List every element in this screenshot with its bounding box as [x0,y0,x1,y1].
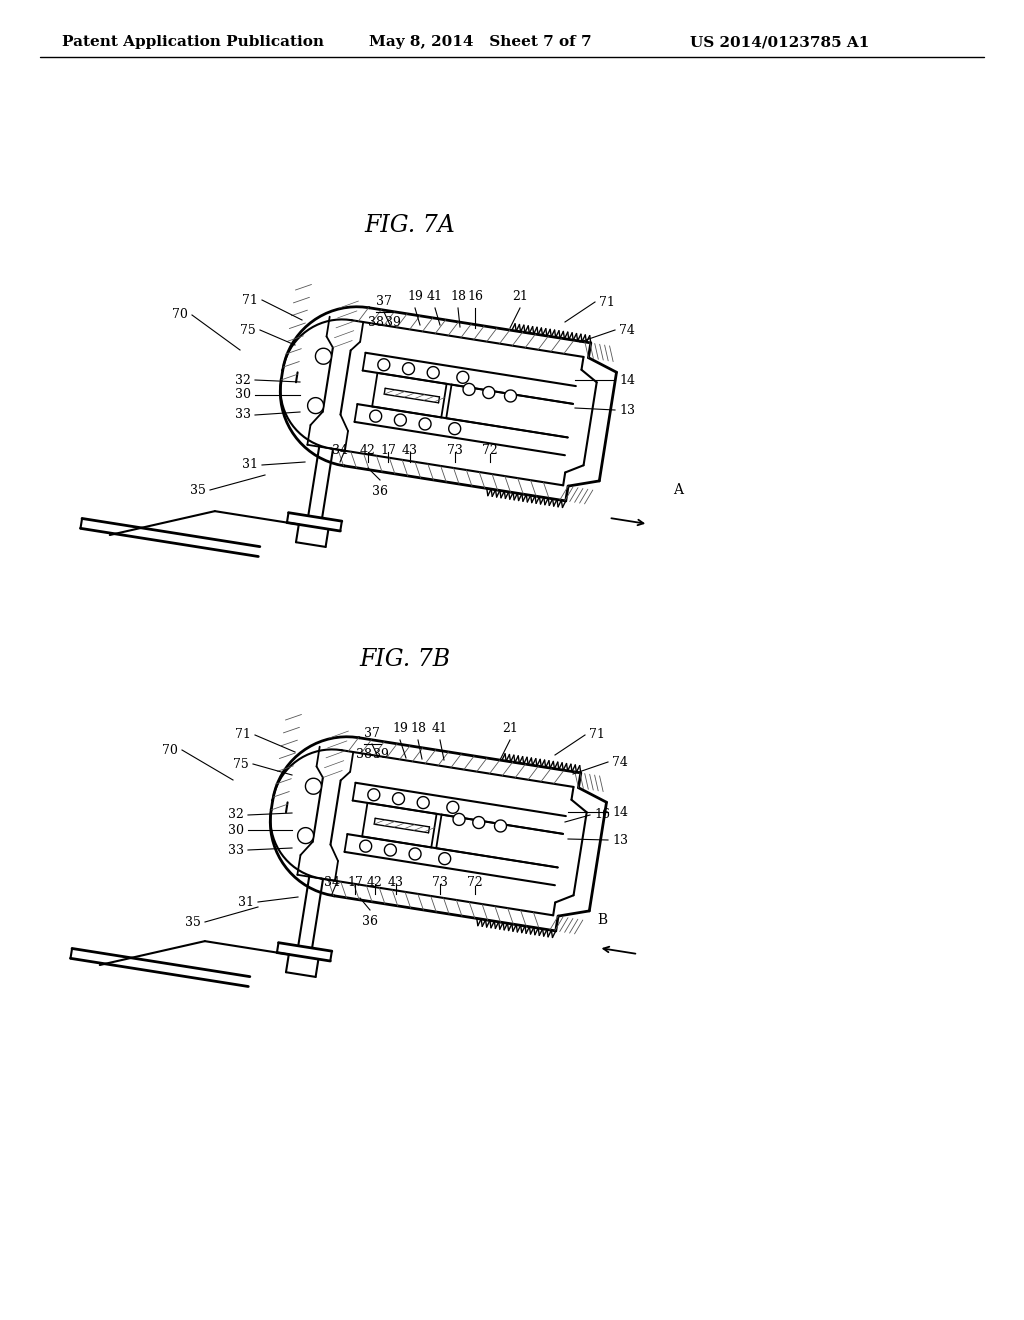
Text: 73: 73 [447,444,463,457]
Polygon shape [384,843,396,857]
Text: 21: 21 [502,722,518,735]
Polygon shape [368,789,380,801]
Text: FIG. 7A: FIG. 7A [365,214,456,236]
Polygon shape [457,371,469,383]
Text: 17: 17 [347,876,362,888]
Text: FIG. 7B: FIG. 7B [359,648,451,672]
Text: 35: 35 [190,483,206,496]
Polygon shape [495,820,507,832]
Text: 34: 34 [324,876,340,888]
Text: 71: 71 [599,296,614,309]
Text: 43: 43 [402,444,418,457]
Text: 70: 70 [172,309,188,322]
Polygon shape [482,387,495,399]
Text: 71: 71 [236,729,251,742]
Text: 14: 14 [612,805,628,818]
Polygon shape [417,796,429,809]
Polygon shape [305,779,322,795]
Polygon shape [298,828,313,843]
Text: A: A [673,483,683,498]
Polygon shape [370,411,382,422]
Text: 37: 37 [376,294,392,308]
Text: 39: 39 [373,748,389,762]
Text: 33: 33 [228,843,244,857]
Text: 14: 14 [618,374,635,387]
Text: Patent Application Publication: Patent Application Publication [62,36,324,49]
Polygon shape [359,840,372,853]
Text: 74: 74 [618,323,635,337]
Polygon shape [463,383,475,396]
Text: 70: 70 [162,743,178,756]
Text: B: B [597,913,607,927]
Text: 38: 38 [368,315,384,329]
Polygon shape [315,348,332,364]
Polygon shape [394,414,407,426]
Polygon shape [473,817,484,829]
Text: 71: 71 [589,729,605,742]
Text: 13: 13 [612,833,628,846]
Polygon shape [427,367,439,379]
Text: 39: 39 [385,315,401,329]
Polygon shape [392,793,404,805]
Text: 16: 16 [467,290,483,304]
Text: 31: 31 [242,458,258,471]
Polygon shape [419,418,431,430]
Text: 33: 33 [234,408,251,421]
Text: 21: 21 [512,290,528,304]
Text: 74: 74 [612,755,628,768]
Text: 35: 35 [185,916,201,928]
Polygon shape [453,813,465,825]
Text: 72: 72 [467,876,483,888]
Text: 19: 19 [392,722,408,735]
Text: 42: 42 [360,444,376,457]
Text: 13: 13 [618,404,635,417]
Text: 41: 41 [427,290,443,304]
Text: May 8, 2014   Sheet 7 of 7: May 8, 2014 Sheet 7 of 7 [369,36,591,49]
Text: 32: 32 [228,808,244,821]
Text: 31: 31 [238,895,254,908]
Text: 37: 37 [365,727,380,741]
Polygon shape [378,359,390,371]
Text: 38: 38 [356,748,372,762]
Polygon shape [438,853,451,865]
Text: 73: 73 [432,876,447,888]
Text: 41: 41 [432,722,449,735]
Text: 17: 17 [380,444,396,457]
Text: 75: 75 [241,323,256,337]
Polygon shape [409,847,421,859]
Polygon shape [505,389,516,403]
Text: 42: 42 [367,876,383,888]
Text: 19: 19 [408,290,423,304]
Polygon shape [446,801,459,813]
Text: US 2014/0123785 A1: US 2014/0123785 A1 [690,36,869,49]
Text: 18: 18 [450,290,466,304]
Polygon shape [449,422,461,434]
Text: 18: 18 [410,722,426,735]
Text: 71: 71 [242,293,258,306]
Text: 36: 36 [372,484,388,498]
Text: 30: 30 [228,824,244,837]
Text: 32: 32 [236,374,251,387]
Text: 72: 72 [482,444,498,457]
Text: 75: 75 [233,758,249,771]
Text: 16: 16 [594,808,610,821]
Polygon shape [402,363,415,375]
Text: 34: 34 [332,444,348,457]
Text: 36: 36 [362,915,378,928]
Polygon shape [307,397,324,413]
Text: 43: 43 [388,876,404,888]
Text: 30: 30 [234,388,251,401]
